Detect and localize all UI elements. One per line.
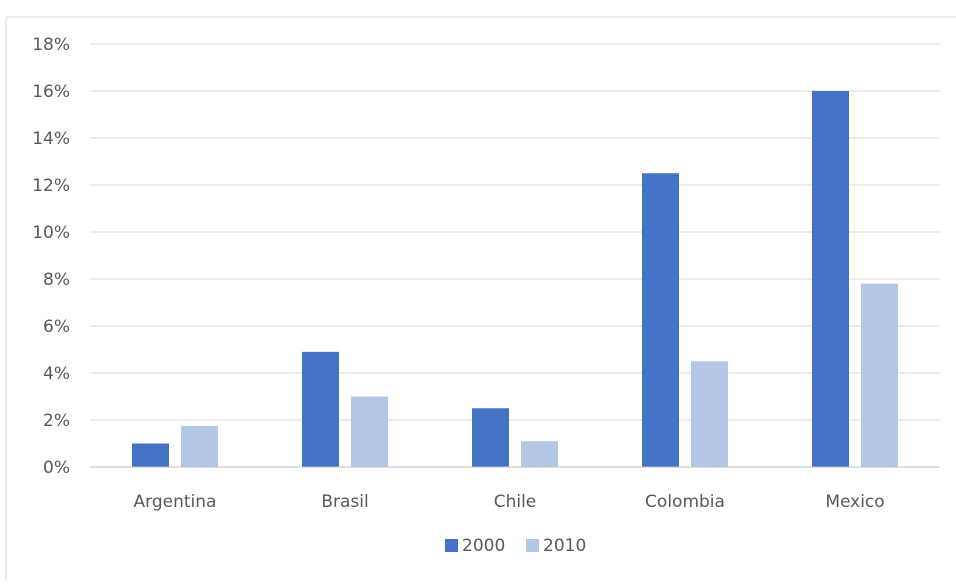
x-axis-categories: Argentina Brasil Chile Colombia Mexico — [134, 492, 885, 512]
bar-brasil-2010 — [351, 396, 388, 467]
gridlines — [90, 43, 940, 421]
y-tick-label: 6% — [43, 317, 70, 337]
y-tick-label: 4% — [43, 364, 70, 384]
y-axis-ticks: 0% 2% 4% 6% 8% 10% 12% 14% 16% 18% — [32, 35, 70, 478]
bar-colombia-2000 — [642, 173, 679, 467]
y-tick-label: 18% — [32, 35, 70, 55]
legend-label-2010: 2010 — [543, 536, 586, 556]
y-tick-label: 10% — [32, 223, 70, 243]
bar-chile-2010 — [521, 441, 558, 467]
y-tick-label: 8% — [43, 270, 70, 290]
y-tick-label: 0% — [43, 458, 70, 478]
x-tick-label: Mexico — [825, 492, 884, 512]
x-tick-label: Colombia — [645, 492, 725, 512]
bar-argentina-2010 — [181, 425, 218, 467]
legend-swatch-2000 — [445, 539, 458, 552]
bar-mexico-2000 — [812, 91, 849, 467]
x-tick-label: Brasil — [321, 492, 368, 512]
y-tick-label: 16% — [32, 82, 70, 102]
y-tick-label: 2% — [43, 411, 70, 431]
bar-colombia-2010 — [691, 361, 728, 467]
bars — [132, 91, 898, 467]
legend: 2000 2010 — [445, 536, 586, 556]
bar-brasil-2000 — [302, 351, 339, 467]
bar-chile-2000 — [472, 408, 509, 467]
x-tick-label: Argentina — [134, 492, 217, 512]
y-tick-label: 14% — [32, 129, 70, 149]
bar-mexico-2010 — [861, 283, 898, 467]
bar-argentina-2000 — [132, 443, 169, 467]
legend-swatch-2010 — [526, 539, 539, 552]
x-tick-label: Chile — [494, 492, 537, 512]
y-tick-label: 12% — [32, 176, 70, 196]
legend-label-2000: 2000 — [462, 536, 505, 556]
